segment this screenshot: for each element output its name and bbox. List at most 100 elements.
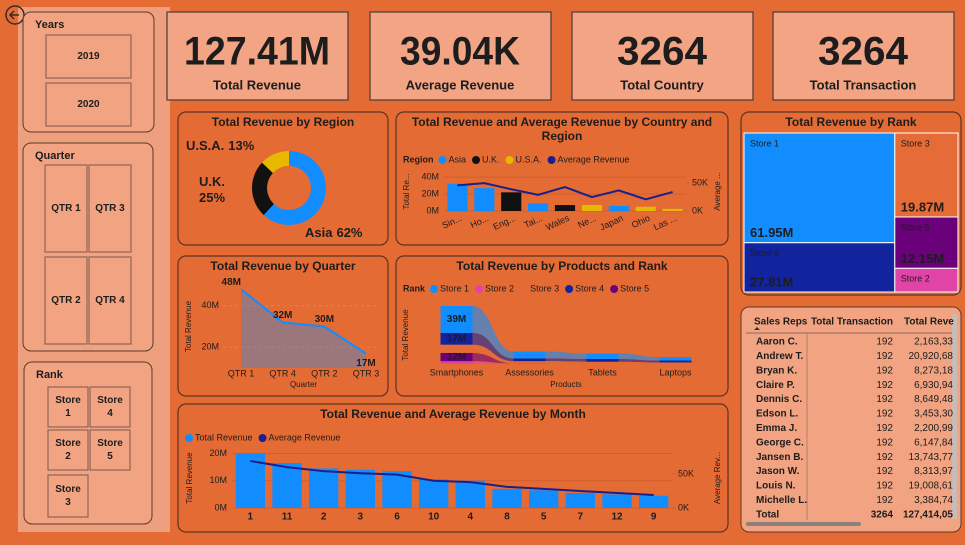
slicer-item-label[interactable]: Store 2 <box>55 438 81 462</box>
bar <box>554 205 576 211</box>
slicer-item[interactable] <box>47 386 89 428</box>
table-header: Total Transaction <box>811 317 893 328</box>
ribbon-segment <box>513 351 546 359</box>
slicer-item[interactable] <box>47 429 89 471</box>
table-cell: 2,163,33 <box>914 337 953 348</box>
slicer-item-label[interactable]: 2019 <box>77 51 100 62</box>
slicer-item-label[interactable]: Store 1 <box>55 395 81 419</box>
slicer-item-label[interactable]: QTR 2 <box>51 295 81 306</box>
table-cell: Louis N. <box>756 481 796 492</box>
x-tick-label: 7 <box>578 512 584 523</box>
ribbon-link <box>472 306 514 359</box>
legend-marker <box>258 434 267 442</box>
y-tick-label: 0M <box>426 205 439 215</box>
slicer-item-label[interactable]: Store 3 <box>55 484 81 508</box>
legend-label: Store 3 <box>530 283 559 293</box>
ribbon-link <box>472 352 514 364</box>
data-label: 61.95M <box>750 225 793 240</box>
table-cell: 2,200,99 <box>914 423 953 434</box>
table-cell: 192 <box>876 452 893 463</box>
bar <box>272 463 302 508</box>
ribbon-link <box>545 361 587 364</box>
table-panel <box>740 306 962 533</box>
slicer-item[interactable] <box>89 386 131 428</box>
legend-marker <box>185 434 193 442</box>
label-value: 25% <box>199 190 225 205</box>
y-tick-label: 20M <box>209 448 227 458</box>
scrollbar[interactable] <box>746 522 861 526</box>
y-tick-label: 20M <box>201 342 219 352</box>
axis-title: Total Revenue <box>184 300 193 352</box>
data-label: Asia 62% <box>305 225 363 240</box>
treemap-tile <box>894 132 959 218</box>
slicer-item-label[interactable]: QTR 4 <box>95 295 125 306</box>
kpi-label: Total Country <box>620 77 704 92</box>
slicer-item-label-box: QTR 3 <box>95 203 125 214</box>
slicer-item-label[interactable]: Store 5 <box>97 438 123 462</box>
label-category: U.K. <box>199 174 225 189</box>
slicer-item[interactable] <box>45 82 132 127</box>
table-cell: 8,313,97 <box>914 466 953 477</box>
chart-panel <box>395 111 729 246</box>
label-value: 13% <box>228 138 254 153</box>
scrollbar[interactable] <box>952 314 957 519</box>
slicer-item[interactable] <box>44 256 88 345</box>
slicer-item[interactable] <box>88 256 132 345</box>
x-tick-label: 4 <box>468 512 474 523</box>
chart-title-box: Total Revenue and Average Revenue by Mon… <box>320 407 586 421</box>
bar <box>602 494 632 508</box>
axis-title: Total Revenue <box>185 452 194 504</box>
ribbon-segment <box>513 363 546 364</box>
treemap-tile <box>894 216 959 269</box>
treemap-tile <box>894 267 959 293</box>
slicer-card <box>22 142 154 352</box>
table-cell: Claire P. <box>756 380 795 391</box>
x-tick-label: 11 <box>282 512 293 523</box>
chart-title-box: Total Revenue by Quarter <box>210 259 355 273</box>
legend-marker <box>472 156 481 164</box>
x-tick-label: Assessories <box>505 367 554 377</box>
kpi-label: Total Revenue <box>213 77 301 92</box>
x-tick-label: Laptops <box>659 367 692 377</box>
table-header: Sales Reps <box>754 317 808 328</box>
treemap-tile <box>743 242 896 293</box>
table-cell: 6,147,84 <box>914 437 953 448</box>
chart-title: Total Revenue and Average Revenue by Cou… <box>411 115 713 143</box>
slicer-item-label-box: Store 2 <box>55 438 81 462</box>
slicer-item[interactable] <box>45 34 132 79</box>
table-cell: 192 <box>876 337 893 348</box>
chart-title: Total Revenue by Region <box>211 115 355 129</box>
slicer-item-label[interactable]: 2020 <box>77 99 100 110</box>
slicer-item[interactable] <box>44 164 88 253</box>
kpi-value: 3264 <box>818 30 909 74</box>
bar <box>501 192 522 211</box>
legend-title: Region <box>403 154 434 164</box>
slicer-item[interactable] <box>88 164 132 253</box>
slicer-item-label[interactable]: QTR 1 <box>51 203 81 214</box>
slicer-item[interactable] <box>47 474 89 518</box>
pie-slice <box>263 151 327 225</box>
table-cell: 192 <box>876 351 893 362</box>
ribbon-segment <box>586 358 619 362</box>
y-tick-label: 0K <box>692 205 703 215</box>
legend-marker <box>565 285 574 293</box>
table-cell: Jason W. <box>756 466 800 477</box>
ribbon-segment <box>659 362 692 364</box>
bar <box>608 205 629 211</box>
table-cell: 3,453,30 <box>914 409 953 420</box>
slicer-item-label[interactable]: Store 4 <box>97 395 123 419</box>
data-label: 30M <box>315 314 334 325</box>
kpi-value: 3264 <box>617 30 708 74</box>
data-label: 27.81M <box>750 274 793 289</box>
data-label: 39M <box>447 314 466 325</box>
slicer-item[interactable] <box>89 429 131 471</box>
table-cell: 192 <box>876 380 893 391</box>
x-tick-label: 6 <box>394 512 400 523</box>
x-tick-label: QTR 4 <box>269 368 296 378</box>
back-button[interactable] <box>5 5 25 25</box>
axis-title: Average ... <box>713 172 722 211</box>
table-cell: 192 <box>876 481 893 492</box>
chart-title-box: Total Revenue by Region <box>211 115 355 129</box>
slicer-item-label[interactable]: QTR 3 <box>95 203 125 214</box>
table-cell: Aaron C. <box>756 337 798 348</box>
